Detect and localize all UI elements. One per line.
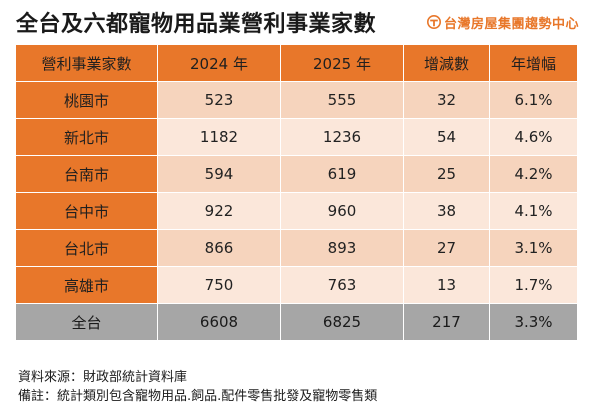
city-name: 新北市 [15, 118, 158, 156]
header-growth: 年增幅 [489, 44, 578, 82]
total-label: 全台 [15, 303, 158, 341]
growth-rate: 4.2% [489, 155, 578, 193]
total-growth: 3.3% [489, 303, 578, 341]
count-2025: 960 [280, 192, 404, 230]
count-2025: 619 [280, 155, 404, 193]
growth-rate: 4.1% [489, 192, 578, 230]
table-row: 新北市 1182 1236 54 4.6% [15, 118, 578, 156]
brand-name: 台灣房屋集團趨勢中心 [443, 16, 579, 32]
table-row: 高雄市 750 763 13 1.7% [15, 266, 578, 304]
change-count: 32 [403, 81, 490, 119]
growth-rate: 6.1% [489, 81, 578, 119]
count-2024: 750 [157, 266, 281, 304]
page-header: 全台及六都寵物用品業營利事業家數 台灣房屋集團趨勢中心 [0, 0, 593, 40]
growth-rate: 4.6% [489, 118, 578, 156]
source-note: 資料來源：財政部統計資料庫 [18, 370, 188, 385]
total-change: 217 [403, 303, 490, 341]
header-change: 增減數 [403, 44, 490, 82]
header-2024: 2024 年 [157, 44, 281, 82]
count-2024: 922 [157, 192, 281, 230]
count-2024: 594 [157, 155, 281, 193]
change-count: 54 [403, 118, 490, 156]
city-name: 高雄市 [15, 266, 158, 304]
change-count: 13 [403, 266, 490, 304]
change-count: 27 [403, 229, 490, 267]
brand: 台灣房屋集團趨勢中心 [426, 13, 579, 32]
remark-note: 備註：統計類別包含寵物用品.飼品.配件零售批發及寵物零售類 [18, 389, 378, 404]
count-2025: 893 [280, 229, 404, 267]
count-2025: 1236 [280, 118, 404, 156]
city-name: 台北市 [15, 229, 158, 267]
count-2025: 763 [280, 266, 404, 304]
growth-rate: 1.7% [489, 266, 578, 304]
city-name: 台中市 [15, 192, 158, 230]
change-count: 25 [403, 155, 490, 193]
total-2025: 6825 [280, 303, 404, 341]
taiwan-house-logo-icon [426, 15, 441, 29]
change-count: 38 [403, 192, 490, 230]
table-row: 桃園市 523 555 32 6.1% [15, 81, 578, 119]
count-2024: 523 [157, 81, 281, 119]
table-total-row: 全台 6608 6825 217 3.3% [15, 303, 578, 341]
footnotes: 資料來源：財政部統計資料庫 備註：統計類別包含寵物用品.飼品.配件零售批發及寵物… [18, 368, 377, 406]
header-category: 營利事業家數 [15, 44, 158, 82]
city-name: 桃園市 [15, 81, 158, 119]
page-title: 全台及六都寵物用品業營利事業家數 [16, 12, 377, 37]
header-2025: 2025 年 [280, 44, 404, 82]
table-row: 台南市 594 619 25 4.2% [15, 155, 578, 193]
count-2025: 555 [280, 81, 404, 119]
count-2024: 1182 [157, 118, 281, 156]
city-name: 台南市 [15, 155, 158, 193]
business-count-table: 營利事業家數 2024 年 2025 年 增減數 年增幅 桃園市 523 555… [15, 44, 578, 341]
table-header-row: 營利事業家數 2024 年 2025 年 增減數 年增幅 [15, 44, 578, 82]
table-row: 台北市 866 893 27 3.1% [15, 229, 578, 267]
total-2024: 6608 [157, 303, 281, 341]
table-row: 台中市 922 960 38 4.1% [15, 192, 578, 230]
growth-rate: 3.1% [489, 229, 578, 267]
count-2024: 866 [157, 229, 281, 267]
